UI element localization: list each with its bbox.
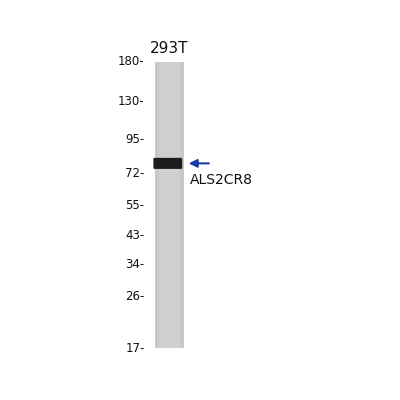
Text: 130-: 130- — [118, 95, 144, 108]
Bar — [155, 62, 184, 348]
Text: 95-: 95- — [125, 133, 144, 146]
FancyBboxPatch shape — [153, 158, 182, 169]
Text: 26-: 26- — [125, 290, 144, 303]
Text: 72-: 72- — [125, 166, 144, 180]
Text: 43-: 43- — [125, 229, 144, 242]
Text: ALS2CR8: ALS2CR8 — [190, 173, 253, 187]
Text: 180-: 180- — [118, 55, 144, 68]
Text: 34-: 34- — [125, 258, 144, 271]
Text: 17-: 17- — [125, 342, 144, 355]
Text: 293T: 293T — [150, 41, 189, 56]
Bar — [159, 62, 180, 348]
Text: 55-: 55- — [126, 199, 144, 212]
